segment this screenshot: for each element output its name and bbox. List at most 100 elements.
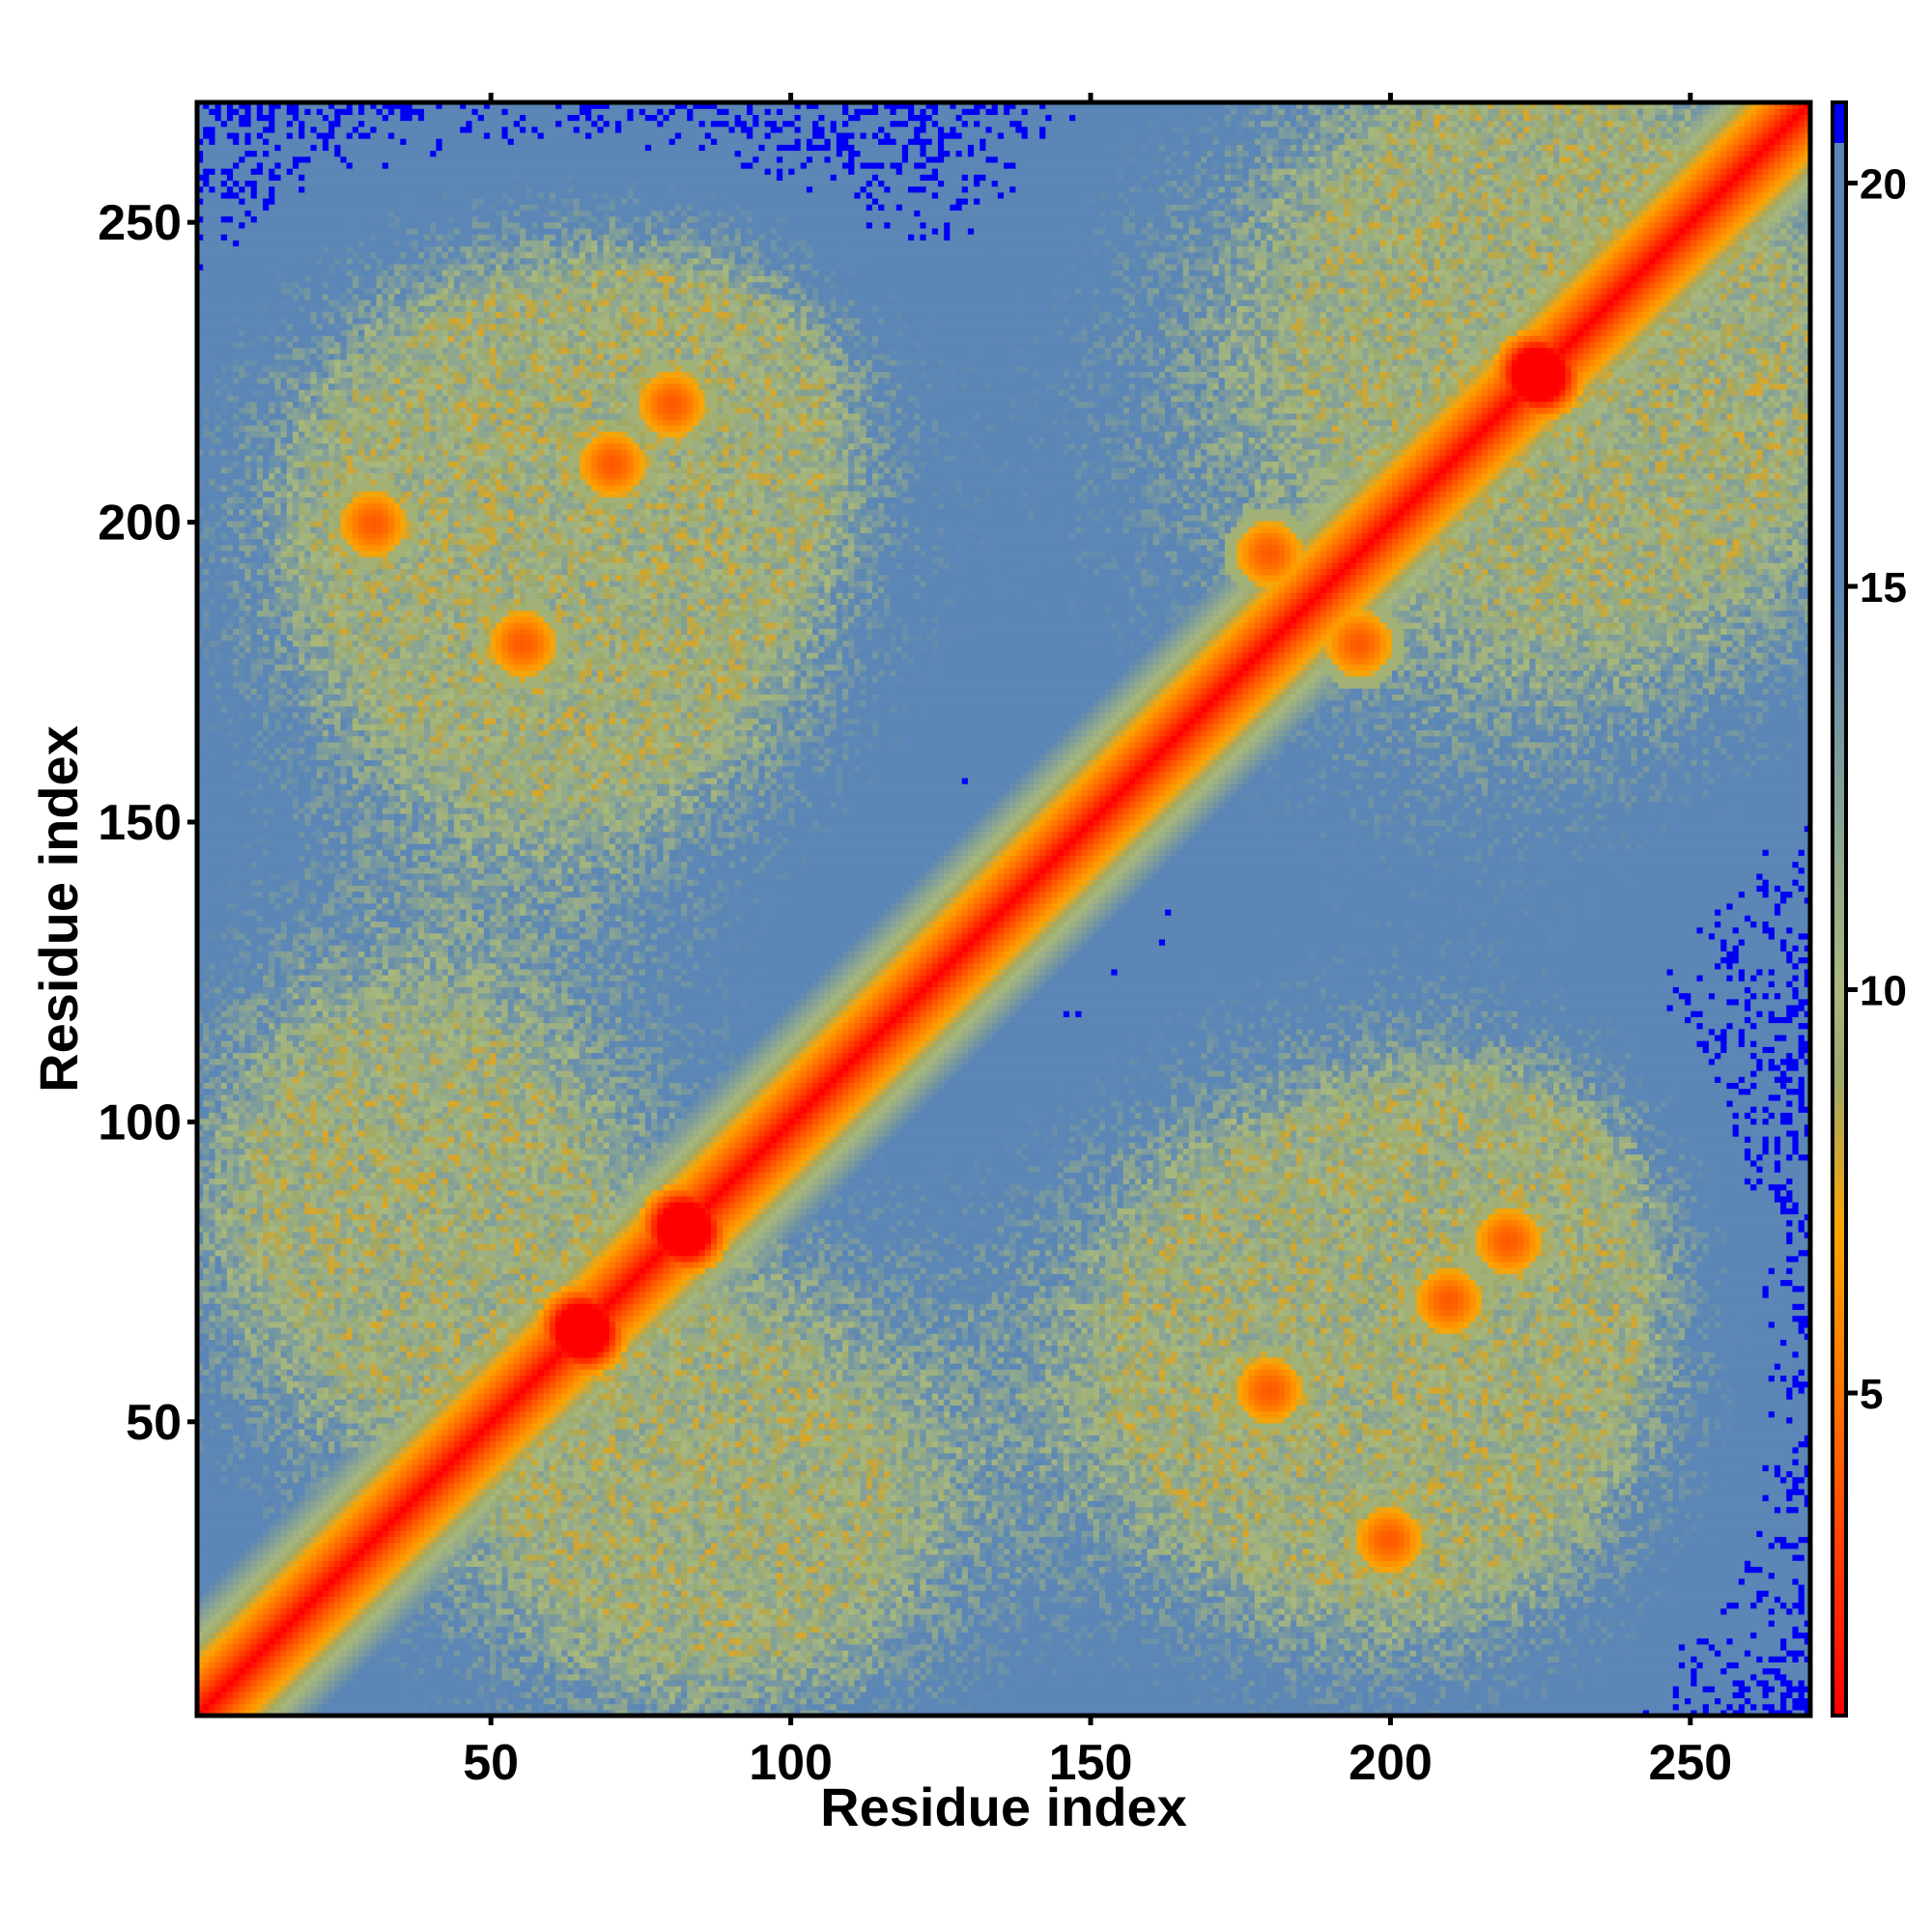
heatmap-cell xyxy=(634,1686,640,1692)
heatmap-cell xyxy=(1745,1697,1751,1704)
heatmap-cell xyxy=(274,1704,281,1711)
heatmap-cell xyxy=(938,1691,945,1698)
heatmap-cell xyxy=(651,1697,658,1704)
heatmap-cell xyxy=(705,1704,712,1711)
heatmap-cell xyxy=(1410,1704,1423,1711)
heatmap-cell xyxy=(591,1691,598,1698)
heatmap-cell xyxy=(669,1697,676,1704)
heatmap-cell xyxy=(610,1697,616,1704)
heatmap-cell xyxy=(1780,1691,1793,1698)
heatmap-cell xyxy=(538,1697,545,1704)
heatmap-cell xyxy=(1428,1704,1464,1711)
heatmap-cell xyxy=(723,1691,729,1698)
heatmap-cell xyxy=(884,1704,891,1711)
heatmap-cell xyxy=(1792,1691,1799,1698)
heatmap-cell xyxy=(436,1697,442,1704)
heatmap-cell xyxy=(1690,1697,1703,1704)
heatmap-cell xyxy=(496,1704,502,1711)
heatmap-cell xyxy=(861,1691,885,1698)
heatmap-cell xyxy=(908,1704,915,1711)
heatmap-cell xyxy=(896,1691,909,1698)
heatmap-cell xyxy=(597,1697,604,1704)
heatmap-cell xyxy=(890,1691,896,1698)
heatmap-cell xyxy=(1321,1691,1327,1698)
heatmap-cell xyxy=(795,1697,802,1704)
heatmap-cell xyxy=(777,1697,783,1704)
heatmap-cell xyxy=(1685,1697,1691,1704)
heatmap-cell xyxy=(239,1686,245,1692)
heatmap-cell xyxy=(1786,1697,1793,1704)
heatmap-cell xyxy=(758,1697,765,1704)
heatmap-cell xyxy=(1368,1697,1375,1704)
heatmap-cell xyxy=(1745,1691,1763,1698)
heatmap-cell xyxy=(788,1704,795,1711)
heatmap-cell xyxy=(1482,1704,1494,1711)
heatmap-cell xyxy=(298,1686,305,1692)
heatmap-cell xyxy=(699,1691,706,1698)
heatmap-cell xyxy=(227,1691,234,1698)
heatmap-cell xyxy=(311,1686,318,1692)
heatmap-cell xyxy=(1315,1704,1321,1711)
heatmap-cell xyxy=(1315,1697,1321,1704)
heatmap-cell xyxy=(717,1697,724,1704)
heatmap-cell xyxy=(920,1704,968,1711)
heatmap-cell xyxy=(203,1691,210,1698)
heatmap-cell xyxy=(747,1697,753,1704)
heatmap-cell xyxy=(567,1691,574,1698)
heatmap-cell xyxy=(1733,1704,1740,1711)
heatmap-cell xyxy=(902,1697,909,1704)
heatmap-cell xyxy=(1308,1704,1315,1711)
heatmap-cell xyxy=(1726,1691,1733,1698)
heatmap-cell xyxy=(323,1697,329,1704)
heatmap-cell xyxy=(251,1686,258,1692)
heatmap-cell xyxy=(812,1704,825,1711)
heatmap-cell xyxy=(723,1704,729,1711)
heatmap-cell xyxy=(1763,1704,1776,1711)
heatmap-cell xyxy=(615,1686,622,1692)
heatmap-cell xyxy=(317,1697,324,1704)
heatmap-cell xyxy=(705,1697,712,1704)
heatmap-cell xyxy=(1386,1704,1393,1711)
heatmap-cell xyxy=(1368,1691,1375,1698)
heatmap-cell xyxy=(304,1697,311,1704)
heatmap-cell xyxy=(574,1697,581,1704)
heatmap-cell xyxy=(574,1686,581,1692)
heatmap-cell xyxy=(334,1691,401,1698)
heatmap-cell xyxy=(293,1691,299,1698)
heatmap-cell xyxy=(687,1691,694,1698)
heatmap-cell xyxy=(848,1697,855,1704)
heatmap-cell xyxy=(1236,1691,1243,1698)
heatmap-cell xyxy=(544,1691,551,1698)
heatmap-cell xyxy=(1249,1691,1273,1698)
heatmap-cell xyxy=(304,1686,311,1692)
heatmap-cell xyxy=(1398,1691,1405,1698)
heatmap-cell xyxy=(281,1704,288,1711)
heatmap-cell xyxy=(1362,1697,1369,1704)
heatmap-cell xyxy=(782,1697,789,1704)
heatmap-cell xyxy=(657,1704,664,1711)
heatmap-cell xyxy=(484,1691,491,1698)
heatmap-cell xyxy=(1356,1697,1363,1704)
heatmap-cell xyxy=(1380,1691,1387,1698)
heatmap-cell xyxy=(699,1704,706,1711)
heatmap-cell xyxy=(1308,1691,1315,1698)
heatmap-cell xyxy=(508,1704,515,1711)
heatmap-cell xyxy=(812,1697,819,1704)
heatmap-cell xyxy=(1201,1697,1213,1704)
heatmap-cell xyxy=(801,1697,808,1704)
heatmap-cell xyxy=(621,1704,628,1711)
heatmap-cell xyxy=(604,1691,611,1698)
heatmap-cell xyxy=(1219,1704,1232,1711)
heatmap-cell xyxy=(1272,1691,1279,1698)
heatmap-cell xyxy=(914,1704,921,1711)
heatmap-cell xyxy=(1362,1704,1375,1711)
heatmap-cell xyxy=(472,1697,485,1704)
heatmap-cell xyxy=(1356,1704,1363,1711)
heatmap-cell xyxy=(233,1697,240,1704)
heatmap-cell xyxy=(1529,1691,1542,1698)
heatmap-cell xyxy=(1739,1704,1746,1711)
heatmap-cell xyxy=(269,1686,275,1692)
heatmap-cell xyxy=(424,1704,431,1711)
heatmap-cell xyxy=(257,1704,264,1711)
heatmap-cell xyxy=(699,1697,706,1704)
